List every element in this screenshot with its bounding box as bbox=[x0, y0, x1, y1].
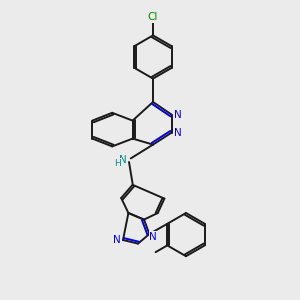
Text: H: H bbox=[114, 159, 121, 168]
Text: N: N bbox=[149, 232, 157, 242]
Text: Cl: Cl bbox=[148, 12, 158, 22]
Text: N: N bbox=[174, 128, 182, 138]
Text: N: N bbox=[113, 235, 121, 245]
Text: N: N bbox=[174, 110, 182, 120]
Text: N: N bbox=[119, 155, 127, 165]
